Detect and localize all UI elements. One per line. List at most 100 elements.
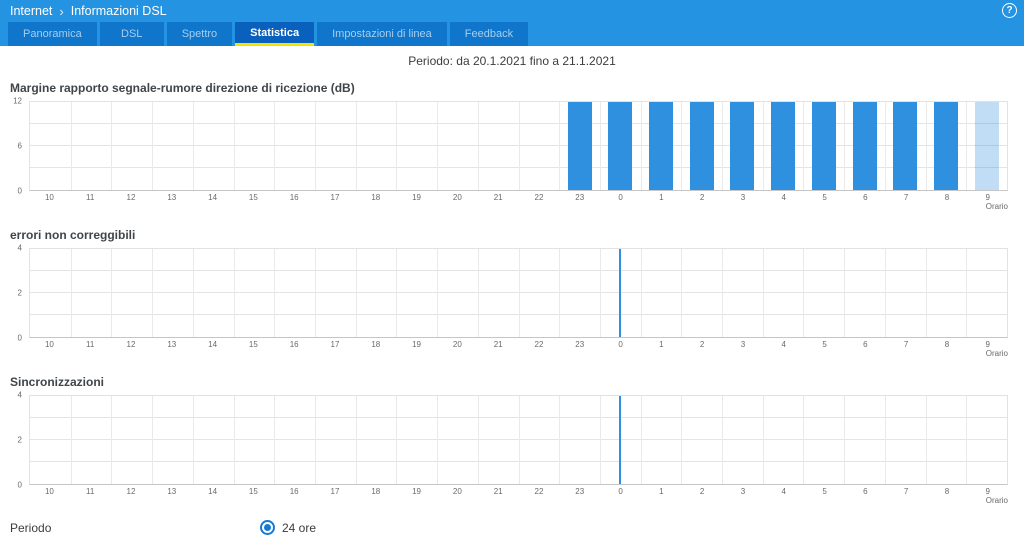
- x-tick-label: 11: [86, 193, 95, 202]
- x-tick-label: 20: [452, 487, 462, 496]
- y-axis-labels: 4 2 0: [0, 391, 25, 490]
- chart-plot-wrap: 12 6 0: [13, 97, 1008, 196]
- v-gridline: [925, 249, 927, 337]
- v-gridline: [314, 102, 316, 190]
- x-axis-labels: 10 11 12 13 14 15 16 17 18 19 20 21 22 23 0 1 2 3 4 5 6 7 8 9: [29, 193, 1008, 202]
- v-gridline: [396, 102, 398, 190]
- x-tick-label: 21: [493, 487, 503, 496]
- v-gridline: [355, 396, 357, 484]
- chart-bar: [933, 102, 958, 190]
- x-axis-title: Orario: [985, 202, 1008, 211]
- x-tick-label: 2: [699, 193, 705, 202]
- v-gridline: [803, 102, 805, 190]
- x-tick-label: 13: [167, 340, 177, 349]
- chart-bar: [811, 102, 836, 190]
- v-gridline: [314, 396, 316, 484]
- x-tick-label: 6: [863, 340, 868, 349]
- x-tick-label: 6: [863, 193, 868, 202]
- y-axis-labels: 12 6 0: [0, 97, 25, 196]
- y-tick-label: 0: [17, 333, 22, 343]
- v-gridline: [803, 396, 805, 484]
- v-gridline: [925, 102, 927, 190]
- x-tick-label: 18: [371, 340, 381, 349]
- x-tick-label: 10: [44, 193, 54, 202]
- tab-dsl[interactable]: DSL: [99, 22, 164, 46]
- x-tick-label: 8: [944, 193, 950, 202]
- y-tick-label: 6: [17, 141, 22, 151]
- x-tick-label: 11: [86, 487, 95, 496]
- x-tick-label: 4: [781, 193, 786, 202]
- v-gridline: [762, 396, 764, 484]
- x-tick-label: 23: [575, 487, 585, 496]
- radio-option-24-ore[interactable]: 24 ore: [260, 520, 316, 535]
- v-gridline: [111, 396, 113, 484]
- v-gridline: [518, 396, 520, 484]
- v-gridline: [640, 396, 642, 484]
- v-gridline: [192, 396, 194, 484]
- v-gridline: [70, 249, 72, 337]
- v-gridline: [966, 102, 968, 190]
- x-tick-label: 19: [412, 193, 422, 202]
- x-tick-label: 15: [248, 193, 258, 202]
- chart-bar: [852, 102, 877, 190]
- chart-bar: [619, 396, 622, 484]
- v-gridline: [559, 102, 561, 190]
- tab-spettro[interactable]: Spettro: [166, 22, 233, 46]
- x-tick-label: 7: [903, 340, 909, 349]
- x-tick-label: 4: [781, 340, 786, 349]
- chart-snr-margin: Margine rapporto segnale-rumore direzion…: [0, 81, 1024, 211]
- x-tick-label: 10: [44, 487, 54, 496]
- tab-panoramica[interactable]: Panoramica: [8, 22, 97, 46]
- v-gridline: [477, 249, 479, 337]
- v-gridline: [70, 396, 72, 484]
- x-tick-label: 21: [493, 340, 503, 349]
- x-tick-label: 0: [618, 487, 623, 496]
- chart-plot-area: [29, 248, 1008, 338]
- v-gridline: [152, 102, 154, 190]
- v-gridline: [966, 396, 968, 484]
- x-tick-label: 14: [208, 340, 218, 349]
- v-gridline: [844, 102, 846, 190]
- v-gridline: [966, 249, 968, 337]
- x-tick-label: 17: [330, 487, 340, 496]
- v-gridline: [762, 102, 764, 190]
- v-gridline: [396, 396, 398, 484]
- chart-bar: [893, 102, 918, 190]
- v-gridline: [681, 102, 683, 190]
- y-tick-label: 12: [13, 96, 22, 106]
- v-gridline: [233, 102, 235, 190]
- tab-feedback[interactable]: Feedback: [449, 22, 529, 46]
- x-tick-label: 23: [575, 193, 585, 202]
- chart-plot-wrap: 4 2 0: [18, 244, 1008, 343]
- x-tick-label: 16: [289, 487, 299, 496]
- tab-impostazioni-di-linea[interactable]: Impostazioni di linea: [317, 22, 447, 46]
- v-gridline: [437, 249, 439, 337]
- v-gridline: [884, 249, 886, 337]
- x-tick-label: 17: [330, 340, 340, 349]
- x-axis-title: Orario: [985, 496, 1008, 505]
- v-gridline: [599, 249, 601, 337]
- x-tick-label: 12: [126, 340, 136, 349]
- tab-statistica[interactable]: Statistica: [235, 22, 315, 46]
- x-tick-label: 1: [659, 487, 664, 496]
- x-tick-label: 18: [371, 487, 381, 496]
- x-tick-label: 22: [534, 340, 544, 349]
- x-tick-label: 22: [534, 487, 544, 496]
- x-tick-label: 8: [944, 487, 950, 496]
- v-gridline: [844, 396, 846, 484]
- y-tick-label: 4: [17, 243, 22, 253]
- breadcrumb: Internet › Informazioni DSL: [10, 4, 167, 19]
- x-tick-label: 2: [699, 340, 705, 349]
- y-tick-label: 0: [17, 186, 22, 196]
- help-icon[interactable]: ?: [1002, 3, 1017, 18]
- x-tick-label: 9: [985, 487, 990, 496]
- v-gridline: [70, 102, 72, 190]
- x-tick-label: 16: [289, 340, 299, 349]
- breadcrumb-page-title: Informazioni DSL: [70, 4, 167, 18]
- chart-bar: [730, 102, 755, 190]
- x-tick-label: 9: [985, 340, 990, 349]
- v-gridline: [518, 102, 520, 190]
- v-gridline: [884, 396, 886, 484]
